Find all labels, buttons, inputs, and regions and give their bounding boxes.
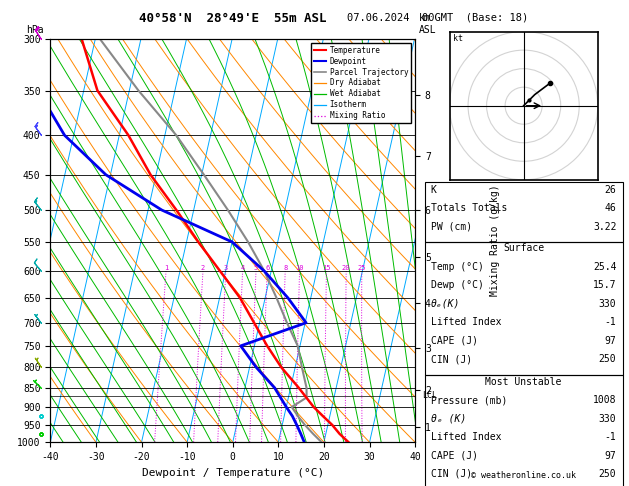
Text: 2: 2 <box>201 265 205 271</box>
Text: 3.22: 3.22 <box>593 222 616 232</box>
Text: 26: 26 <box>604 185 616 195</box>
Text: PW (cm): PW (cm) <box>431 222 472 232</box>
Text: 10: 10 <box>295 265 304 271</box>
Text: CIN (J): CIN (J) <box>431 354 472 364</box>
Text: 07.06.2024  00GMT  (Base: 18): 07.06.2024 00GMT (Base: 18) <box>347 12 528 22</box>
Text: 1: 1 <box>164 265 168 271</box>
Text: 330: 330 <box>599 414 616 424</box>
Text: Dewp (°C): Dewp (°C) <box>431 280 484 291</box>
Text: 330: 330 <box>599 299 616 309</box>
Text: 97: 97 <box>604 336 616 346</box>
Text: 3: 3 <box>224 265 228 271</box>
Text: Most Unstable: Most Unstable <box>486 377 562 387</box>
Text: K: K <box>431 185 437 195</box>
Text: 40°58'N  28°49'E  55m ASL: 40°58'N 28°49'E 55m ASL <box>139 12 326 25</box>
Text: Lifted Index: Lifted Index <box>431 317 501 328</box>
Text: 8: 8 <box>283 265 287 271</box>
Text: Lifted Index: Lifted Index <box>431 432 501 442</box>
Text: 20: 20 <box>342 265 350 271</box>
Text: hPa: hPa <box>26 25 44 35</box>
X-axis label: Dewpoint / Temperature (°C): Dewpoint / Temperature (°C) <box>142 468 324 478</box>
Text: θₑ (K): θₑ (K) <box>431 414 466 424</box>
Text: 25.4: 25.4 <box>593 262 616 272</box>
Text: © weatheronline.co.uk: © weatheronline.co.uk <box>471 471 576 480</box>
Text: 5: 5 <box>254 265 258 271</box>
Text: 97: 97 <box>604 451 616 461</box>
Text: 46: 46 <box>604 203 616 213</box>
Text: 15.7: 15.7 <box>593 280 616 291</box>
Text: 4: 4 <box>240 265 245 271</box>
Text: 1008: 1008 <box>593 395 616 405</box>
Text: 25: 25 <box>357 265 366 271</box>
Text: 6: 6 <box>265 265 269 271</box>
Text: CAPE (J): CAPE (J) <box>431 451 478 461</box>
Text: 250: 250 <box>599 469 616 479</box>
Text: kt: kt <box>454 34 463 43</box>
Text: CAPE (J): CAPE (J) <box>431 336 478 346</box>
Text: 15: 15 <box>322 265 331 271</box>
Text: km
ASL: km ASL <box>419 13 437 35</box>
Text: Totals Totals: Totals Totals <box>431 203 507 213</box>
Text: θₑ(K): θₑ(K) <box>431 299 460 309</box>
Text: -1: -1 <box>604 317 616 328</box>
Text: LCL: LCL <box>423 391 437 400</box>
Text: Temp (°C): Temp (°C) <box>431 262 484 272</box>
Text: Pressure (mb): Pressure (mb) <box>431 395 507 405</box>
Text: CIN (J): CIN (J) <box>431 469 472 479</box>
Legend: Temperature, Dewpoint, Parcel Trajectory, Dry Adiabat, Wet Adiabat, Isotherm, Mi: Temperature, Dewpoint, Parcel Trajectory… <box>311 43 411 123</box>
Text: 250: 250 <box>599 354 616 364</box>
Text: -1: -1 <box>604 432 616 442</box>
Text: Surface: Surface <box>503 243 544 254</box>
Text: Mixing Ratio (g/kg): Mixing Ratio (g/kg) <box>491 185 501 296</box>
